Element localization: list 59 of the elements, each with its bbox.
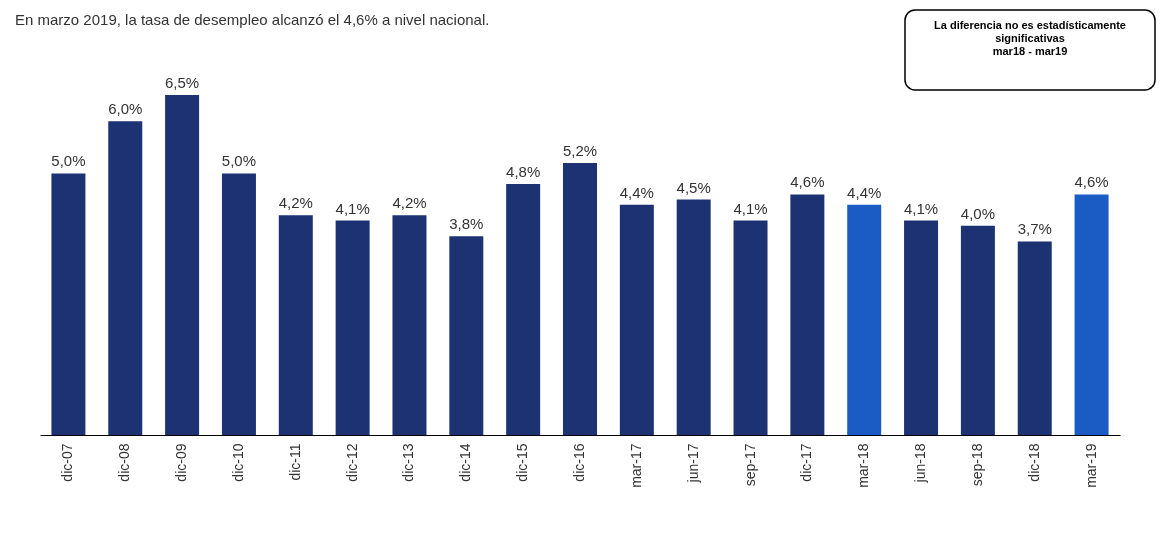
- chart-title: En marzo 2019, la tasa de desempleo alcanzó el 4,6% a nivel nacional.: [15, 11, 490, 28]
- bar: [1074, 194, 1109, 435]
- bar: [563, 163, 597, 435]
- x-tick-label: mar-19: [1082, 443, 1099, 488]
- bar: [733, 220, 768, 435]
- bar: [960, 225, 995, 435]
- bar: [619, 204, 654, 435]
- bar: [278, 215, 313, 435]
- x-tick-label: dic-13: [400, 443, 417, 482]
- x-tick-label: jun-18: [912, 443, 929, 484]
- x-tick-label: dic-07: [59, 443, 76, 482]
- data-label: 4,4%: [619, 183, 654, 201]
- data-label: 3,7%: [1017, 220, 1052, 238]
- x-tick-label: dic-17: [798, 443, 815, 482]
- data-label: 4,6%: [790, 173, 825, 191]
- x-tick-label: dic-18: [1025, 443, 1042, 482]
- x-tick-label: mar-18: [855, 443, 872, 488]
- bar: [221, 173, 256, 435]
- bar: [335, 220, 370, 435]
- x-tick-label: mar-17: [627, 443, 644, 488]
- x-tick-label: dic-15: [514, 443, 531, 482]
- data-label: 4,2%: [392, 194, 427, 212]
- x-tick-label: dic-12: [343, 443, 360, 482]
- x-tick-label: dic-09: [173, 443, 190, 482]
- bar: [847, 204, 882, 435]
- x-tick-label: dic-14: [457, 443, 474, 482]
- data-label: 5,2%: [562, 142, 598, 159]
- data-label: 3,8%: [449, 215, 484, 233]
- bar: [904, 220, 939, 435]
- x-tick-label: dic-16: [571, 443, 587, 482]
- data-label: 4,8%: [506, 162, 541, 180]
- data-label: 4,2%: [278, 194, 313, 212]
- bar: [165, 95, 200, 435]
- data-label: 4,5%: [676, 178, 711, 196]
- bar: [449, 236, 484, 435]
- data-label: 6,5%: [165, 74, 200, 91]
- data-label: 4,1%: [733, 199, 768, 217]
- data-label: 6,0%: [108, 100, 143, 118]
- data-label: 4,1%: [335, 199, 370, 217]
- bar: [676, 199, 711, 435]
- x-tick-label: dic-08: [116, 443, 133, 482]
- bar: [108, 121, 143, 435]
- data-label: 4,1%: [903, 199, 939, 217]
- data-label: 4,4%: [847, 183, 882, 201]
- bar: [51, 173, 86, 435]
- x-tick-label: sep-17: [741, 443, 758, 487]
- bar: [1017, 241, 1052, 435]
- bar: [506, 183, 541, 435]
- data-label: 5,0%: [51, 152, 86, 170]
- x-tick-label: jun-17: [684, 443, 701, 484]
- x-tick-label: dic-10: [229, 443, 246, 482]
- x-tick-label: dic-11: [286, 443, 303, 481]
- bar: [790, 194, 825, 435]
- data-label: 4,0%: [960, 204, 995, 222]
- data-label: 5,0%: [221, 152, 257, 170]
- x-tick-label: sep-18: [968, 443, 985, 487]
- data-label: 4,6%: [1074, 173, 1109, 191]
- bar: [392, 215, 427, 435]
- text: La diferencia no es estadísticamente significativas mar18 - mar19: [934, 19, 1126, 57]
